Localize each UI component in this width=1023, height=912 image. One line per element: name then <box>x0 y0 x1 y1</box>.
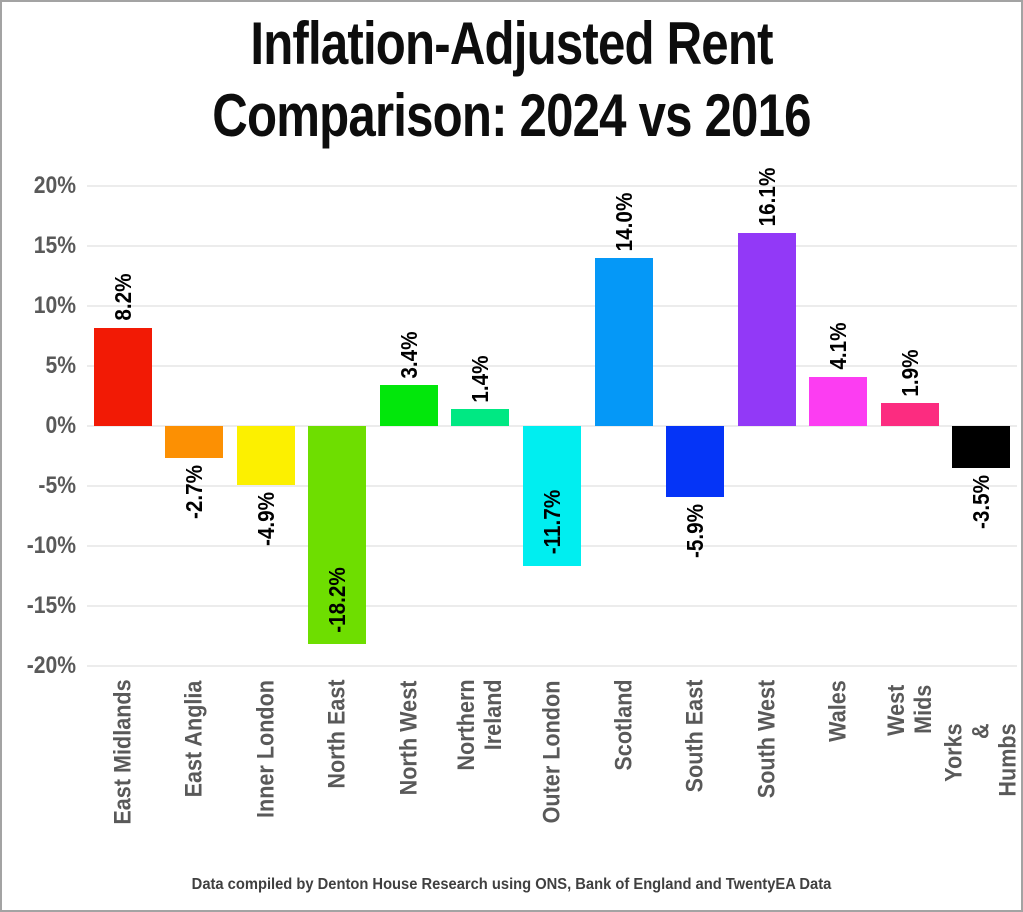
bar-yorks-humbs <box>952 426 1011 468</box>
value-label-northern-ireland: 1.4% <box>467 355 494 403</box>
y-tick-label--20: -20% <box>26 652 76 679</box>
bar-north-west <box>379 385 438 426</box>
chart-title-line1: Inflation-Adjusted Rent <box>250 10 773 77</box>
bar-east-midlands <box>93 327 152 426</box>
category-label-south-west: South West <box>753 680 781 799</box>
category-label-outer-london: Outer London <box>538 680 566 823</box>
value-label-north-west: 3.4% <box>395 331 422 379</box>
value-label-outer-london: -11.7% <box>539 489 565 555</box>
value-label-south-east: -5.9% <box>682 503 709 558</box>
gridline--20 <box>87 665 1017 667</box>
bar-wales <box>809 376 868 426</box>
category-label-wales: Wales <box>824 679 852 742</box>
y-tick-label--5: -5% <box>38 472 76 499</box>
category-label-west-mids: West Mids <box>882 684 937 737</box>
y-tick-label-15: 15% <box>33 232 76 259</box>
bar-outer-london <box>523 426 581 567</box>
category-label-scotland: Scotland <box>610 679 638 772</box>
category-label-north-east: North East <box>323 679 351 790</box>
category-label-inner-london: Inner London <box>252 679 280 818</box>
y-tick-label--15: -15% <box>26 592 76 619</box>
value-label-east-midlands: 8.2% <box>109 273 136 321</box>
gridline-10 <box>87 305 1017 307</box>
gridline-20 <box>87 185 1017 187</box>
bar-northern-ireland <box>451 409 510 426</box>
bar-scotland <box>594 258 653 426</box>
bar-east-anglia <box>165 426 224 459</box>
category-label-east-midlands: East Midlands <box>109 679 137 826</box>
value-label-north-east: -18.2% <box>324 566 351 633</box>
y-tick-label--10: -10% <box>26 532 76 559</box>
gridline-5 <box>87 365 1017 367</box>
value-label-south-west: 16.1% <box>753 167 780 226</box>
value-label-east-anglia: -2.7% <box>181 465 208 520</box>
y-tick-label-10: 10% <box>33 292 76 319</box>
bar-south-east <box>666 426 725 497</box>
bar-west-mids <box>880 403 939 426</box>
chart-title-line2: Comparison: 2024 vs 2016 <box>212 82 811 149</box>
category-label-north-west: North West <box>395 680 423 795</box>
value-label-inner-london: -4.9% <box>252 491 279 546</box>
value-label-wales: 4.1% <box>825 322 852 370</box>
value-label-west-mids: 1.9% <box>896 349 923 397</box>
y-tick-label-0: 0% <box>45 412 76 439</box>
category-label-east-anglia: East Anglia <box>180 680 208 797</box>
category-label-yorks-humbs: Yorks & Humbs <box>940 723 1022 797</box>
footer-credit: Data compiled by Denton House Research u… <box>191 876 832 893</box>
category-label-northern-ireland: Northern Ireland <box>453 679 508 772</box>
gridline--15 <box>87 605 1017 607</box>
gridline-15 <box>87 245 1017 247</box>
value-label-yorks-humbs: -3.5% <box>968 474 995 530</box>
bar-inner-london <box>236 426 295 485</box>
bar-south-west <box>737 232 796 426</box>
value-label-scotland: 14.0% <box>610 192 637 252</box>
y-tick-label-20: 20% <box>33 172 76 199</box>
bar-north-east <box>308 426 367 645</box>
y-tick-label-5: 5% <box>45 352 76 379</box>
category-label-south-east: South East <box>681 679 709 793</box>
bar-chart-plot-area: 20% 15% 10% 5% 0% -5% -10% -15% -20% 8.2% East Mid… <box>27 167 1021 825</box>
chart-title: Inflation-Adjusted Rent Comparison: 2024… <box>2 8 1021 152</box>
